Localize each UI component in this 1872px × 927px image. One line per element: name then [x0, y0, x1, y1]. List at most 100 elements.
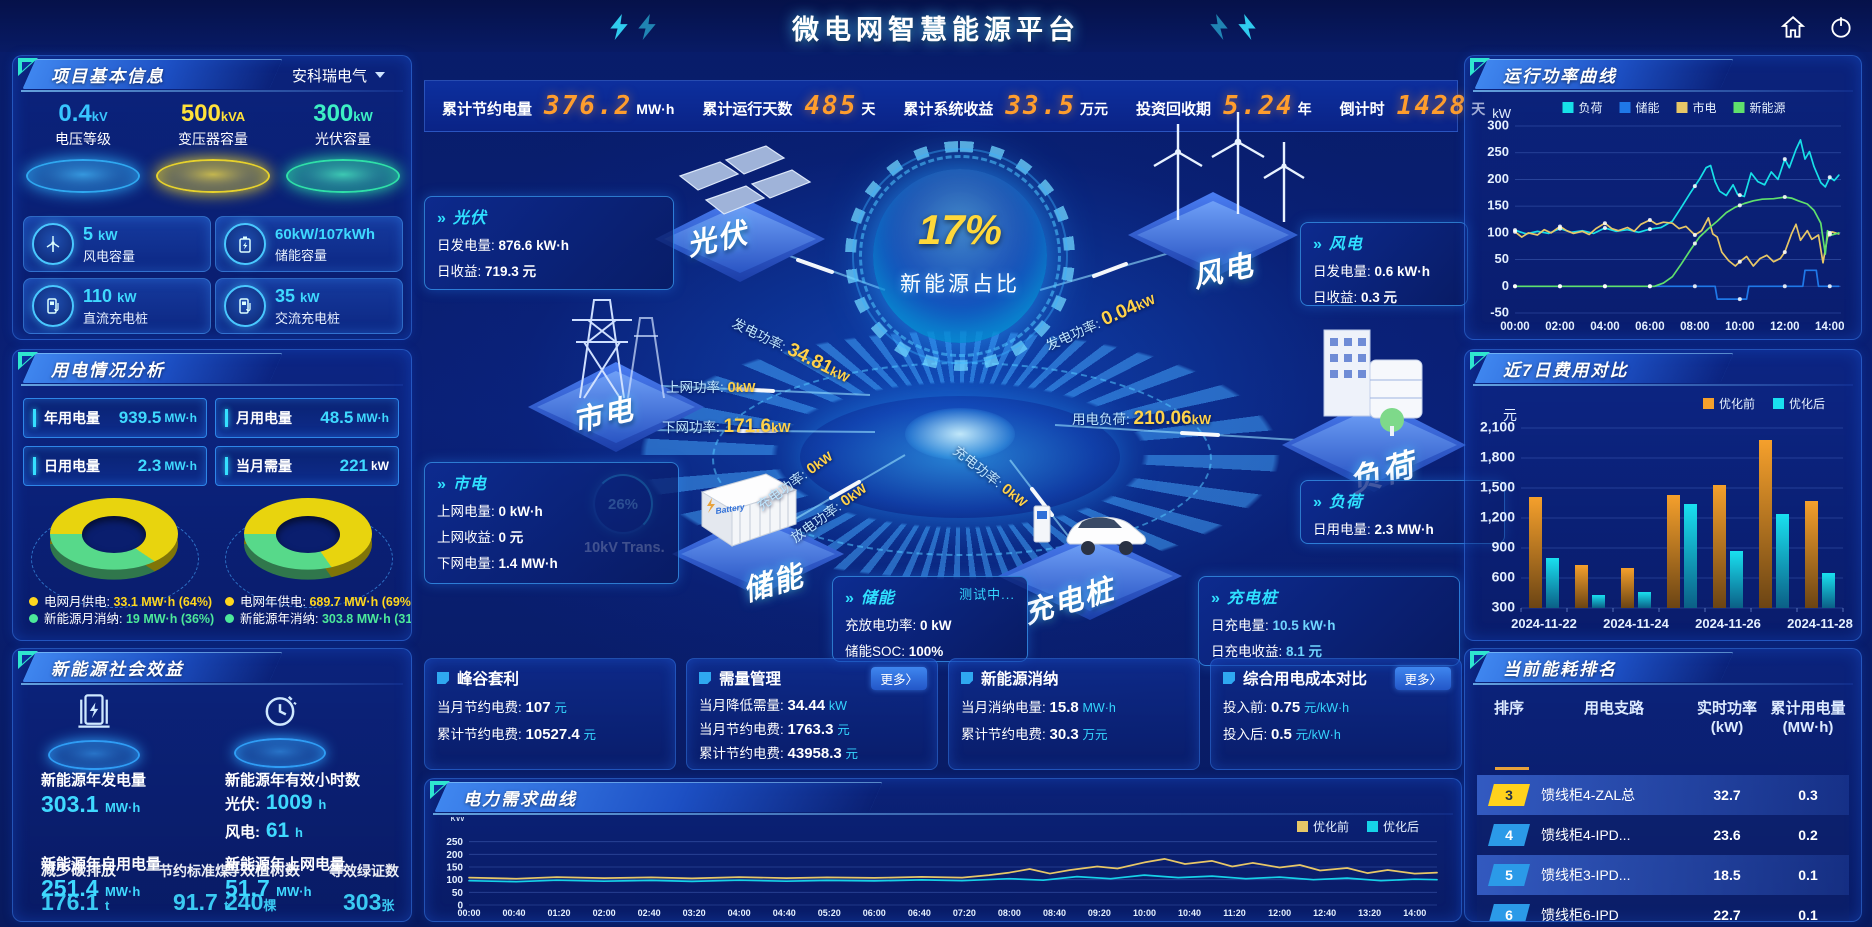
daily-usage-stat: 日用电量 2.3 MW·h	[23, 446, 207, 486]
svg-text:200: 200	[446, 850, 463, 861]
svg-text:Battery: Battery	[715, 501, 747, 516]
transformer-capacity-stat: 500kVA 变压器容量	[151, 100, 275, 193]
hours-label: 新能源年有效小时数	[225, 772, 361, 789]
dc-charger-card: 110 kW 直流充电桩	[23, 278, 211, 334]
svg-text:09:20: 09:20	[1088, 908, 1111, 918]
from-grid-power-flow: 下网功率: 171.6kW	[662, 416, 791, 437]
svg-text:100: 100	[1487, 224, 1509, 239]
carbon-label: 减少碳排放	[41, 862, 117, 879]
gen-value: 303.1 MW·h	[41, 791, 141, 817]
svg-text:11:20: 11:20	[1223, 908, 1246, 918]
yearly-energy-donut	[225, 498, 393, 608]
renewable-share-orb: 17% 新能源占比	[832, 128, 1088, 384]
charger-info-box: » 充电桩 日充电量: 10.5 kW·h 日充电收益: 8.1 元	[1198, 576, 1460, 666]
wind-capacity-card: 5 kW 风电容量	[23, 216, 211, 272]
kpi-bar: 累计节约电量 376.2 MW·h 累计运行天数 485 天 累计系统收益 33.5 万元 …	[424, 80, 1485, 132]
svg-text:300: 300	[1487, 118, 1509, 133]
company-select[interactable]: 安科瑞电气	[291, 68, 367, 85]
svg-text:07:20: 07:20	[953, 908, 976, 918]
testing-badge: 测试中...	[959, 587, 1015, 602]
svg-text:200: 200	[1487, 171, 1509, 186]
power-curve-panel: 运行功率曲线 -50 0 50 100 150 200 250 300 kW 00:00 02:00…	[1464, 55, 1862, 340]
svg-text:新能源: 新能源	[1750, 100, 1786, 115]
clock-icon	[265, 695, 297, 726]
coal-value: 91.7 t	[173, 889, 229, 915]
kpi-payback: 投资回收期 5.24 年	[1136, 91, 1312, 121]
trees-value: 240棵	[225, 889, 277, 915]
svg-text:04:00: 04:00	[1590, 321, 1619, 333]
svg-text:02:00: 02:00	[1545, 321, 1574, 333]
svg-text:市电: 市电	[1693, 100, 1717, 115]
beam-hub	[905, 408, 1015, 460]
table-row[interactable]: 4 馈线柜4-IPD... 23.6 0.2	[1477, 815, 1849, 855]
svg-text:优化后: 优化后	[1789, 397, 1825, 411]
glow-pad	[26, 159, 140, 193]
svg-text:10:00: 10:00	[1725, 321, 1754, 333]
svg-text:06:00: 06:00	[1635, 321, 1664, 333]
svg-text:08:00: 08:00	[998, 908, 1021, 918]
cost-comparison-card: 综合用电成本对比 更多〉 投入前: 0.75 元/kW·h 投入后: 0.5 元…	[1210, 658, 1462, 770]
demand-more-button[interactable]: 更多〉	[871, 667, 927, 690]
svg-text:0: 0	[457, 901, 463, 912]
yearly-donut-legend: 电网年供电: 689.7 MW·h (69%) 新能源年消纳: 303.8 MW…	[225, 594, 411, 628]
battery-container-icon: Battery	[700, 473, 798, 547]
svg-text:00:40: 00:40	[503, 908, 526, 918]
table-row[interactable]: 3 馈线柜4-ZAL总 32.7 0.3	[1477, 775, 1849, 815]
social-panel-title: 新能源社会效益	[51, 660, 184, 679]
svg-text:1,800: 1,800	[1480, 449, 1515, 465]
transmission-tower-icon	[572, 299, 665, 399]
scroll-indicator	[1495, 767, 1529, 770]
lightning-icon	[1210, 14, 1256, 40]
glow-pad	[234, 738, 326, 768]
chevron-down-icon[interactable]	[375, 72, 385, 78]
cost-more-button[interactable]: 更多〉	[1395, 667, 1451, 690]
svg-text:250: 250	[1487, 144, 1509, 159]
power-panel-title: 运行功率曲线	[1503, 67, 1617, 86]
to-grid-value: 51.7 MW·h	[225, 875, 312, 901]
svg-text:2024-11-28: 2024-11-28	[1787, 616, 1853, 631]
svg-text:02:00: 02:00	[593, 908, 616, 918]
kpi-revenue: 累计系统收益 33.5 万元	[903, 91, 1109, 121]
svg-text:900: 900	[1492, 539, 1516, 555]
svg-text:03:20: 03:20	[683, 908, 706, 918]
cost-compare-panel: 近7日费用对比 300 600 900 1,200 1,500 1,800 2,100 元 20…	[1464, 349, 1862, 641]
yearly-usage-stat: 年用电量 939.5 MW·h	[23, 398, 207, 438]
svg-text:14:00: 14:00	[1815, 321, 1844, 333]
page-title: 微电网智慧能源平台	[792, 15, 1080, 45]
table-row[interactable]: 5 馈线柜3-IPD... 18.5 0.1	[1477, 855, 1849, 895]
svg-text:150: 150	[446, 863, 463, 874]
svg-text:04:00: 04:00	[728, 908, 751, 918]
rank-badge: 5	[1488, 864, 1530, 886]
storage-info-box: » 储能 测试中... 充放电功率: 0 kW 储能SOC: 100%	[832, 576, 1028, 662]
month-demand-stat: 当月需量 221 kW	[215, 446, 399, 486]
social-benefit-panel: 新能源社会效益 新能源年发电量 303.1 MW·h 新能源年有效小时数 光伏:…	[12, 648, 412, 922]
home-icon[interactable]	[1780, 14, 1806, 40]
ranking-panel-title: 当前能耗排名	[1503, 660, 1617, 679]
coal-label: 节约标准煤	[159, 863, 229, 879]
demand-panel-title: 电力需求曲线	[463, 790, 577, 809]
wind-hours-value: 风电: 61 h	[225, 819, 303, 842]
svg-text:00:00: 00:00	[457, 908, 480, 918]
table-row[interactable]: 6 馈线柜6-IPD 22.7 0.1	[1477, 895, 1849, 921]
energy-ranking-panel: 当前能耗排名 排序 用电支路 实时功率 (kW) 累计用电量 (MW·h) 3 馈线…	[1464, 648, 1862, 922]
ac-charger-card: 35 kW 交流充电桩	[215, 278, 403, 334]
svg-text:kW: kW	[451, 817, 466, 824]
svg-text:2024-11-26: 2024-11-26	[1695, 616, 1761, 631]
self-use-label: 新能源年自用电量	[41, 856, 162, 873]
svg-text:06:00: 06:00	[863, 908, 886, 918]
svg-text:负荷: 负荷	[1579, 101, 1603, 115]
monthly-energy-donut	[31, 498, 199, 608]
monthly-donut-legend: 电网月供电: 33.1 MW·h (64%) 新能源月消纳: 19 MW·h (…	[29, 594, 229, 628]
ev-car-icon	[1033, 505, 1147, 555]
power-icon[interactable]	[1828, 14, 1854, 40]
battery-frame-icon	[78, 694, 110, 728]
certs-value: 303张	[343, 889, 395, 915]
kpi-saved-energy: 累计节约电量 376.2 MW·h	[442, 91, 675, 121]
svg-text:kW: kW	[1492, 106, 1512, 121]
pv-capacity-stat: 300kW 光伏容量	[281, 100, 405, 193]
trees-label: 等效植树数	[225, 862, 301, 879]
svg-text:250: 250	[446, 837, 463, 848]
charger-icon	[32, 285, 74, 327]
